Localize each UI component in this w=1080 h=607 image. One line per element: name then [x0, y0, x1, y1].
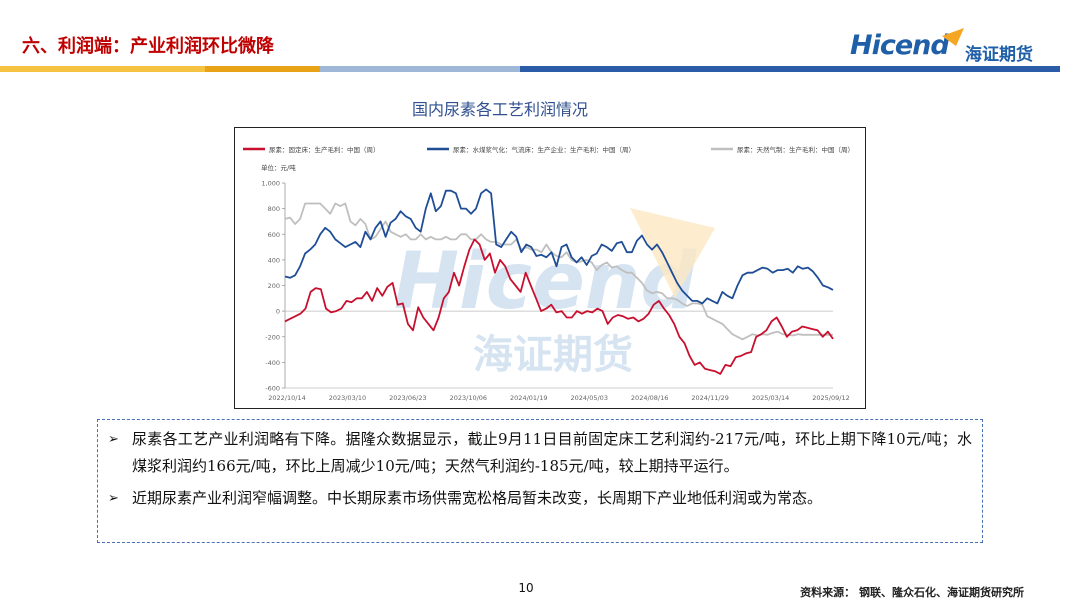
y-tick-label: -600 — [265, 385, 280, 393]
logo-text-en: Hicend — [850, 30, 950, 61]
y-tick-label: 600 — [268, 231, 280, 239]
page-number: 10 — [518, 581, 534, 595]
logo-text-cn: 海证期货 — [965, 45, 1033, 65]
legend-label: 尿素：天然气制：生产毛利：中国（周） — [737, 145, 854, 154]
arrow-bullet-icon: ➢ — [108, 432, 119, 447]
page-title: 六、利润端：产业利润环比微降 — [22, 36, 274, 57]
x-tick-label: 2024/08/16 — [631, 394, 668, 402]
x-tick-label: 2023/03/10 — [329, 394, 366, 402]
x-tick-label: 2025/09/12 — [812, 394, 849, 402]
summary-bullet: ➢ 近期尿素产业利润窄幅调整。中长期尿素市场供需宽松格局暂未改变，长周期下产业地… — [108, 485, 972, 512]
x-tick-label: 2023/06/23 — [389, 394, 426, 402]
chart-title: 国内尿素各工艺利润情况 — [411, 100, 588, 119]
y-tick-label: 400 — [268, 256, 280, 264]
summary-bullet: ➢ 尿素各工艺产业利润略有下降。据隆众数据显示，截止9月11日目前固定床工艺利润… — [108, 426, 972, 480]
y-tick-label: 800 — [268, 205, 280, 213]
legend-label: 尿素：固定床：生产毛利：中国（周） — [269, 145, 380, 154]
x-tick-label: 2025/03/14 — [752, 394, 789, 402]
y-tick-label: 200 — [268, 282, 280, 290]
summary-bullet-text: 近期尿素产业利润窄幅调整。中长期尿素市场供需宽松格局暂未改变，长周期下产业地低利… — [132, 489, 823, 507]
summary-bullet-text: 尿素各工艺产业利润略有下降。据隆众数据显示，截止9月11日目前固定床工艺利润约-… — [132, 430, 972, 475]
profit-line-chart: Hicend 海证期货 尿素：固定床：生产毛利：中国（周） 尿素：水煤浆气化：气流床：… — [243, 145, 854, 402]
y-tick-label: 0 — [276, 308, 280, 316]
series-line — [284, 238, 834, 375]
summary-box: ➢ 尿素各工艺产业利润略有下降。据隆众数据显示，截止9月11日目前固定床工艺利润… — [97, 419, 983, 543]
series-line — [284, 188, 834, 305]
watermark-text-cn: 海证期货 — [473, 332, 633, 378]
arrow-bullet-icon: ➢ — [108, 491, 119, 506]
x-tick-label: 2023/10/06 — [450, 394, 487, 402]
x-tick-label: 2024/05/03 — [570, 394, 607, 402]
header-band-orange — [205, 66, 320, 72]
unit-label: 单位：元/吨 — [261, 163, 296, 172]
chart-frame: Hicend 海证期货 尿素：固定床：生产毛利：中国（周） 尿素：水煤浆气化：气流床：… — [234, 127, 866, 409]
y-tick-label: 1,000 — [261, 180, 280, 188]
header-band-blue — [520, 66, 1060, 72]
header-band-yellow — [0, 66, 205, 72]
x-tick-label: 2024/11/29 — [691, 394, 728, 402]
watermark-swoosh-icon — [630, 208, 715, 298]
header-band-light-blue — [320, 66, 520, 72]
y-tick-label: -200 — [265, 333, 280, 341]
logo-swoosh-icon — [942, 28, 964, 46]
watermark-text-en: Hicend — [394, 237, 698, 327]
company-logo: Hicend 海证期货 — [850, 26, 1060, 68]
x-tick-label: 2024/01/19 — [510, 394, 547, 402]
legend-label: 尿素：水煤浆气化：气流床：生产企业：生产毛利：中国（周） — [453, 145, 635, 154]
y-tick-label: -400 — [265, 359, 280, 367]
x-tick-label: 2022/10/14 — [268, 394, 305, 402]
source-note: 资料来源： 钢联、隆众石化、海证期货研究所 — [800, 586, 1024, 599]
